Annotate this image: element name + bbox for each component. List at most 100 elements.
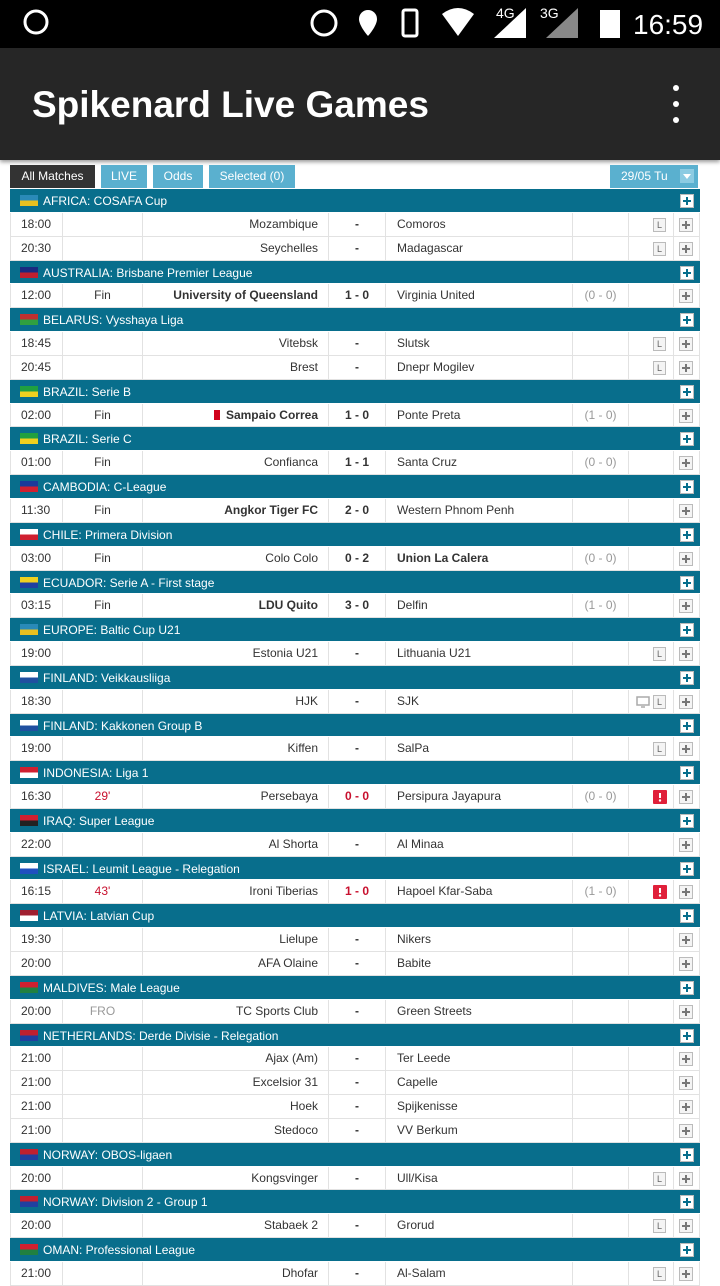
league-name[interactable]: LATVIA: Latvian Cup: [43, 909, 155, 924]
league-name[interactable]: CAMBODIA: C-League: [43, 480, 167, 495]
match-row[interactable]: 21:00 Dhofar - Al-Salam L: [10, 1261, 700, 1286]
expand-button[interactable]: [680, 813, 694, 828]
league-name[interactable]: NETHERLANDS: Derde Divisie - Relegation: [43, 1028, 279, 1043]
expand-button[interactable]: [680, 766, 694, 781]
expand-button[interactable]: [680, 861, 694, 876]
add-button[interactable]: [679, 885, 693, 900]
expand-button[interactable]: [680, 1243, 694, 1258]
match-row[interactable]: 12:00 Fin University of Queensland 1 - 0 Vir…: [10, 284, 700, 309]
add-button[interactable]: [679, 742, 693, 757]
match-row[interactable]: 11:30 Fin Angkor Tiger FC 2 - 0 Western Phno…: [10, 498, 700, 523]
add-button[interactable]: [679, 933, 693, 948]
add-button[interactable]: [679, 1052, 693, 1067]
add-button[interactable]: [679, 599, 693, 614]
lineup-badge[interactable]: L: [653, 217, 666, 232]
expand-button[interactable]: [680, 265, 694, 280]
match-row[interactable]: 20:45 Brest - Dnepr Mogilev L: [10, 355, 700, 380]
match-row[interactable]: 16:30 29' Persebaya 0 - 0 Persipura Jayapura…: [10, 785, 700, 809]
add-button[interactable]: [679, 456, 693, 471]
tab[interactable]: Selected (0): [209, 165, 295, 188]
expand-button[interactable]: [680, 1028, 694, 1043]
league-name[interactable]: INDONESIA: Liga 1: [43, 766, 149, 781]
match-row[interactable]: 18:45 Vitebsk - Slutsk L: [10, 332, 700, 356]
match-row[interactable]: 21:00 Ajax (Am) - Ter Leede: [10, 1047, 700, 1072]
add-button[interactable]: [679, 217, 693, 232]
match-row[interactable]: 21:00 Hoek - Spijkenisse: [10, 1095, 700, 1119]
expand-button[interactable]: [680, 575, 694, 590]
add-button[interactable]: [679, 1219, 693, 1234]
add-button[interactable]: [679, 647, 693, 662]
league-name[interactable]: AFRICA: COSAFA Cup: [43, 194, 168, 208]
match-row[interactable]: 01:00 Fin Confianca 1 - 1 Santa Cruz (0 - 0): [10, 451, 700, 476]
expand-button[interactable]: [680, 909, 694, 924]
alert-icon[interactable]: [653, 885, 667, 900]
match-row[interactable]: 20:00 FRO TC Sports Club - Green Streets: [10, 999, 700, 1024]
lineup-badge[interactable]: L: [653, 1219, 666, 1234]
add-button[interactable]: [679, 1123, 693, 1138]
expand-button[interactable]: [680, 670, 694, 685]
league-name[interactable]: ECUADOR: Serie A - First stage: [43, 575, 215, 590]
match-row[interactable]: 22:00 Al Shorta - Al Minaa: [10, 832, 700, 857]
alert-icon[interactable]: [653, 790, 667, 805]
overflow-menu[interactable]: [668, 82, 684, 126]
league-name[interactable]: IRAQ: Super League: [43, 813, 155, 828]
date-picker[interactable]: 29/05 Tu: [610, 165, 698, 188]
expand-button[interactable]: [680, 623, 694, 638]
match-row[interactable]: 19:30 Lielupe - Nikers: [10, 928, 700, 952]
match-row[interactable]: 21:00 Excelsior 31- Capelle: [10, 1071, 700, 1096]
lineup-badge[interactable]: L: [653, 647, 666, 662]
add-button[interactable]: [679, 694, 693, 709]
expand-button[interactable]: [680, 480, 694, 495]
league-name[interactable]: NORWAY: OBOS-ligaen: [43, 1147, 173, 1162]
expand-button[interactable]: [680, 527, 694, 542]
lineup-badge[interactable]: L: [653, 1266, 666, 1281]
add-button[interactable]: [679, 337, 693, 352]
add-button[interactable]: [679, 837, 693, 852]
match-row[interactable]: 18:30 HJK - SJK L: [10, 689, 700, 714]
expand-button[interactable]: [680, 980, 694, 995]
add-button[interactable]: [679, 408, 693, 423]
add-button[interactable]: [679, 1171, 693, 1186]
tab[interactable]: All Matches: [10, 165, 95, 188]
add-button[interactable]: [679, 551, 693, 566]
add-button[interactable]: [679, 957, 693, 971]
league-name[interactable]: FINLAND: Kakkonen Group B: [43, 718, 203, 733]
lineup-badge[interactable]: L: [653, 241, 666, 256]
add-button[interactable]: [679, 360, 693, 375]
lineup-badge[interactable]: L: [653, 360, 666, 375]
league-name[interactable]: FINLAND: Veikkausliiga: [43, 670, 171, 685]
match-row[interactable]: 18:00 Mozambique - Comoros L: [10, 212, 700, 237]
match-row[interactable]: 19:00 Estonia U21- Lithuania U21 L: [10, 642, 700, 666]
match-row[interactable]: 03:15 Fin LDU Quito 3 - 0 Delfin (1 - 0): [10, 594, 700, 619]
expand-button[interactable]: [680, 1147, 694, 1162]
expand-button[interactable]: [680, 313, 694, 328]
league-name[interactable]: CHILE: Primera Division: [43, 527, 173, 542]
lineup-badge[interactable]: L: [653, 1171, 666, 1186]
tv-icon[interactable]: [636, 695, 650, 709]
league-name[interactable]: BELARUS: Vysshaya Liga: [43, 313, 184, 328]
tab[interactable]: LIVE: [101, 165, 147, 188]
expand-button[interactable]: [680, 194, 694, 208]
add-button[interactable]: [679, 289, 693, 304]
expand-button[interactable]: [680, 718, 694, 733]
add-button[interactable]: [679, 1076, 693, 1091]
match-row[interactable]: 19:00 Kiffen - SalPa L: [10, 737, 700, 762]
league-name[interactable]: OMAN: Professional League: [43, 1243, 196, 1258]
expand-button[interactable]: [680, 1195, 694, 1210]
match-row[interactable]: 21:00 Stedoco - VV Berkum: [10, 1118, 700, 1143]
league-name[interactable]: NORWAY: Division 2 - Group 1: [43, 1195, 208, 1210]
league-name[interactable]: ISRAEL: Leumit League - Relegation: [43, 861, 240, 876]
match-row[interactable]: 02:00 Fin Sampaio Correa 1 - 0 Ponte Preta (1…: [10, 403, 700, 428]
match-row[interactable]: 20:00 Kongsvinger - Ull/Kisa L: [10, 1166, 700, 1191]
add-button[interactable]: [679, 1004, 693, 1019]
expand-button[interactable]: [680, 384, 694, 399]
add-button[interactable]: [679, 503, 693, 518]
add-button[interactable]: [679, 1100, 693, 1115]
match-row[interactable]: 16:15 43' Ironi Tiberias 1 - 0 Hapoel Kfar-S…: [10, 880, 700, 905]
match-row[interactable]: 20:00 AFA Olaine - Babite: [10, 952, 700, 976]
expand-button[interactable]: [680, 432, 694, 447]
date-dropdown[interactable]: [680, 169, 694, 183]
lineup-badge[interactable]: L: [653, 694, 666, 709]
lineup-badge[interactable]: L: [653, 337, 666, 352]
league-name[interactable]: BRAZIL: Serie B: [43, 384, 132, 399]
